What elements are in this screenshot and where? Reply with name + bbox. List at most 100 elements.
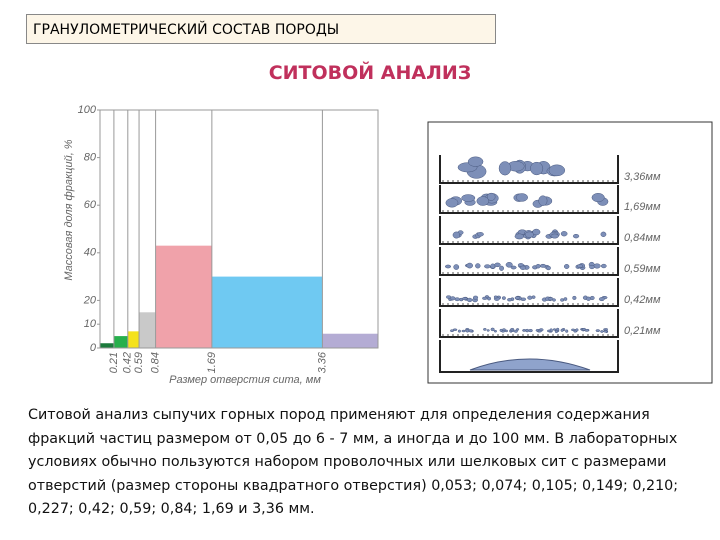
particle (499, 265, 504, 271)
particle (487, 296, 492, 301)
sieve-tray (439, 155, 619, 184)
bar (322, 333, 378, 348)
particle (466, 262, 473, 269)
y-tick-label: 0 (90, 342, 97, 354)
plot-frame (99, 109, 379, 349)
particle (604, 328, 608, 331)
sieve-label: 0,42мм (624, 294, 661, 306)
particle (528, 328, 533, 333)
particle (563, 264, 570, 269)
particle (450, 296, 456, 301)
particle (560, 231, 568, 237)
particle (600, 330, 604, 333)
particle (473, 295, 479, 300)
particle (570, 328, 576, 332)
sieve-tray (439, 309, 619, 338)
x-tick-label: 1.69 (206, 352, 218, 373)
particle (552, 298, 556, 302)
y-tick-label: 80 (84, 152, 97, 164)
sieve-label: 0,21мм (624, 325, 661, 337)
sieve-tray (439, 185, 619, 214)
particle (461, 329, 466, 333)
particle (589, 264, 595, 270)
sieve-label: 0,59мм (624, 263, 661, 275)
particle (468, 329, 473, 333)
particle (590, 295, 595, 301)
particle (504, 329, 509, 333)
particle (461, 297, 468, 301)
particle (490, 327, 495, 332)
particle (595, 329, 601, 332)
particle (444, 264, 452, 269)
particle (545, 265, 551, 271)
particle (586, 296, 591, 301)
particle (530, 161, 544, 176)
particle (476, 196, 490, 206)
particle (531, 295, 536, 299)
bar (127, 331, 140, 348)
particle (445, 198, 459, 208)
particle (515, 193, 528, 202)
particle (593, 263, 601, 269)
sieve-label: 1,69мм (624, 201, 661, 213)
sieve-frame (427, 121, 713, 384)
particle (591, 193, 605, 203)
particle (486, 329, 490, 332)
particle (515, 328, 520, 331)
particle (450, 329, 454, 333)
sieve-pan (439, 340, 619, 373)
particle (475, 263, 481, 269)
bar (211, 276, 323, 348)
y-tick-label: 60 (84, 199, 97, 211)
particle (510, 329, 515, 333)
particle (461, 194, 476, 202)
particle (552, 328, 557, 331)
particle (535, 263, 541, 269)
y-axis-label: Массовая доля фракций, % (63, 139, 75, 280)
sieve-label: 3,36мм (624, 171, 661, 183)
particle (546, 329, 551, 333)
particle (548, 164, 566, 177)
sieve-stack: 3,36мм 1,69мм 0,84мм 0,59мм 0,42мм 0,21мм (439, 155, 661, 373)
particle (572, 233, 580, 239)
particle (467, 156, 484, 167)
particle (483, 327, 487, 331)
sieve-tray (439, 247, 619, 276)
y-tick-label: 40 (84, 247, 97, 259)
x-tick-label: 0.59 (133, 352, 145, 373)
sieve-label: 0,84мм (624, 232, 661, 244)
particle (563, 297, 568, 301)
particle (457, 329, 461, 333)
particle (484, 264, 491, 269)
particle (507, 298, 513, 302)
fine-powder (469, 358, 591, 371)
particle (505, 262, 513, 268)
particle (453, 264, 460, 270)
particle (575, 328, 579, 332)
sieve-tray (439, 278, 619, 307)
particle (560, 298, 565, 302)
particle (556, 327, 560, 332)
slide-title: СИТОВОЙ АНАЛИЗ (268, 62, 472, 84)
x-tick-label: 0.84 (150, 352, 162, 373)
particle (600, 263, 607, 269)
particle (490, 263, 496, 269)
particle (537, 329, 542, 333)
particle (598, 297, 605, 302)
particle (539, 263, 547, 268)
particle (514, 233, 524, 240)
chart: Массовая доля фракций, % Размер отверсти… (63, 104, 713, 386)
header-title: ГРАНУЛОМЕТРИЧЕСКИЙ СОСТАВ ПОРОДЫ (26, 14, 496, 44)
particle (572, 295, 577, 300)
sieve-tray (439, 216, 619, 245)
bar (139, 312, 156, 348)
particle (501, 296, 506, 300)
particle (550, 233, 559, 239)
particle (584, 328, 589, 332)
particle (514, 296, 521, 300)
particle (576, 264, 584, 268)
bar (113, 336, 128, 348)
y-tick-label: 10 (84, 318, 97, 330)
y-tick-label: 20 (83, 294, 97, 306)
particle (600, 231, 607, 237)
